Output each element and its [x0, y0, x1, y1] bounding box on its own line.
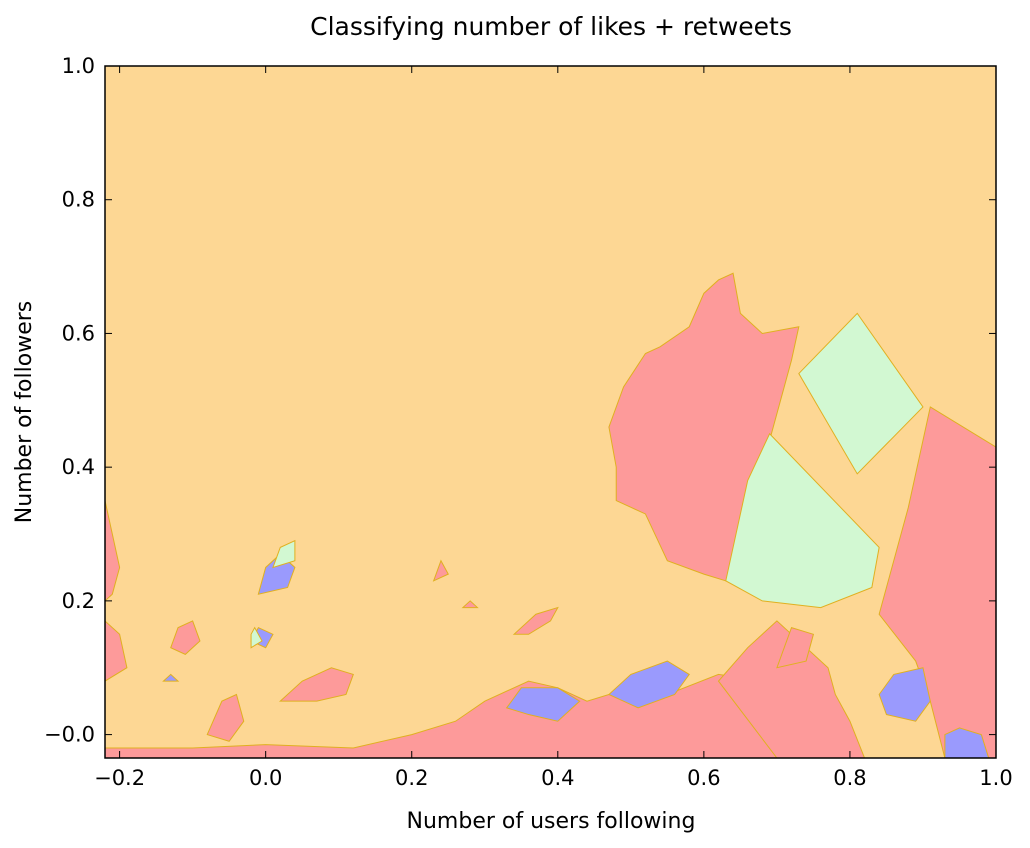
decision-region-23	[206, 693, 245, 742]
decision-region-8	[608, 660, 690, 709]
y-axis-label: Number of followers	[12, 301, 37, 524]
x-tick-label: 0.6	[687, 766, 720, 790]
plot-frame	[104, 65, 997, 759]
y-tick-label: −0.0	[44, 723, 95, 747]
decision-region-1	[798, 312, 924, 475]
decision-region-21	[776, 627, 815, 669]
decision-region-17	[170, 620, 201, 655]
x-tick-label: 0.2	[395, 766, 428, 790]
decision-region-7	[717, 620, 866, 758]
plot-area	[104, 65, 997, 759]
decision-region-10	[278, 667, 354, 702]
y-axis: −0.0 0.2 0.4 0.6 0.8 1.0	[44, 54, 996, 747]
y-tick-label: 0.2	[62, 589, 95, 613]
y-tick-label: 0.8	[62, 188, 95, 212]
decision-region-22	[162, 673, 180, 682]
decision-region-20	[461, 600, 479, 609]
decision-region-15	[105, 500, 121, 602]
decision-region-19	[432, 559, 449, 582]
x-axis: −0.2 0.0 0.2 0.4 0.6 0.8 1.0	[94, 66, 1013, 790]
x-tick-label: −0.2	[94, 766, 145, 790]
y-tick-label: 1.0	[62, 54, 95, 78]
chart-title: Classifying number of likes + retweets	[310, 12, 792, 41]
decision-region-12	[272, 539, 296, 569]
y-tick-label: 0.4	[62, 455, 95, 479]
decision-region-16	[105, 620, 128, 682]
decision-region-18	[512, 606, 559, 635]
x-tick-label: 0.0	[249, 766, 282, 790]
decision-region-5	[944, 727, 990, 758]
y-tick-label: 0.6	[62, 321, 95, 345]
x-tick-label: 0.4	[541, 766, 574, 790]
x-tick-label: 1.0	[979, 766, 1012, 790]
decision-region-9	[505, 687, 581, 722]
x-tick-label: 0.8	[833, 766, 866, 790]
decision-region-14	[250, 626, 263, 649]
decision-region-4	[878, 667, 931, 722]
decision-region-2	[725, 432, 880, 609]
x-axis-label: Number of users following	[407, 809, 696, 834]
